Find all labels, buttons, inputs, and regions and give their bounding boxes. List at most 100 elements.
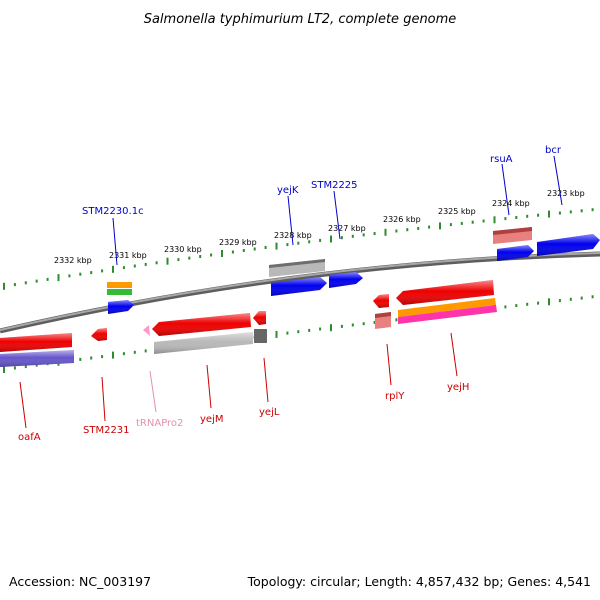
feature-yejH-orange[interactable] bbox=[398, 298, 496, 317]
bottom-minor-tick bbox=[395, 318, 398, 322]
scale-ticks-bottom bbox=[3, 295, 594, 373]
top-major-tick bbox=[221, 250, 223, 257]
top-minor-tick bbox=[79, 272, 82, 276]
feature-STM2230.1c[interactable] bbox=[108, 300, 134, 314]
bottom-minor-tick bbox=[79, 357, 82, 361]
bottom-minor-tick bbox=[569, 297, 572, 301]
bottom-major-tick bbox=[330, 324, 332, 332]
gene-label-oafA[interactable]: oafA bbox=[18, 432, 41, 443]
top-minor-tick bbox=[133, 264, 136, 268]
top-minor-tick bbox=[591, 208, 594, 212]
top-minor-tick bbox=[580, 209, 583, 213]
gene-label-yejM[interactable]: yejM bbox=[200, 414, 223, 425]
bottom-minor-tick bbox=[286, 331, 289, 335]
bottom-major-tick bbox=[275, 330, 278, 338]
top-minor-tick bbox=[406, 228, 409, 232]
top-minor-tick bbox=[46, 277, 49, 281]
top-minor-tick bbox=[417, 226, 420, 230]
feature-rplY-gene[interactable] bbox=[375, 312, 391, 329]
topology-text: Topology: circular; Length: 4,857,432 bp… bbox=[247, 574, 591, 589]
top-minor-tick bbox=[471, 220, 474, 224]
bottom-major-tick bbox=[112, 351, 114, 359]
top-minor-tick bbox=[253, 247, 256, 251]
feature-STM2231[interactable] bbox=[91, 328, 107, 341]
bottom-minor-tick bbox=[504, 305, 507, 309]
feature-tRNAPro2[interactable] bbox=[143, 325, 150, 336]
top-minor-tick bbox=[177, 258, 180, 262]
gene-label-tRNAPro2[interactable]: tRNAPro2 bbox=[136, 418, 183, 429]
gene-label-yejH[interactable]: yejH bbox=[447, 382, 469, 393]
top-minor-tick bbox=[264, 246, 267, 249]
bottom-minor-tick bbox=[362, 322, 365, 326]
top-minor-tick bbox=[297, 241, 300, 245]
bottom-minor-tick bbox=[122, 352, 125, 356]
feature-oafA-region[interactable] bbox=[0, 350, 74, 367]
feature-bcr[interactable] bbox=[537, 234, 600, 256]
features-bottom bbox=[0, 280, 497, 367]
tick-label-2331: 2331 kbp bbox=[109, 251, 147, 260]
top-minor-tick bbox=[90, 271, 93, 275]
top-minor-tick bbox=[35, 279, 38, 283]
bottom-minor-tick bbox=[526, 302, 529, 306]
top-minor-tick bbox=[68, 274, 71, 278]
tick-label-2325: 2325 kbp bbox=[438, 207, 476, 216]
tick-label-2328: 2328 kbp bbox=[274, 231, 312, 240]
gene-label-yejL[interactable]: yejL bbox=[259, 407, 280, 418]
gene-label-STM2230.1c[interactable]: STM2230.1c bbox=[82, 206, 144, 217]
top-major-tick bbox=[330, 235, 332, 243]
gene-label-rplY[interactable]: rplY bbox=[385, 391, 405, 402]
feature-yejH-magenta[interactable] bbox=[398, 305, 497, 324]
feature-yejH[interactable] bbox=[396, 280, 494, 305]
bottom-minor-tick bbox=[35, 363, 38, 367]
map-title: Salmonella typhimurium LT2, complete gen… bbox=[144, 12, 457, 27]
bottom-minor-tick bbox=[340, 324, 343, 328]
feature-yejK[interactable] bbox=[271, 277, 327, 296]
bottom-minor-tick bbox=[24, 365, 27, 369]
top-minor-tick bbox=[449, 223, 452, 227]
top-minor-tick bbox=[24, 281, 27, 285]
feature-rplY[interactable] bbox=[373, 294, 389, 308]
feature-yejL[interactable] bbox=[253, 311, 266, 325]
top-minor-tick bbox=[515, 216, 518, 219]
feature-STM2230.1c-orange[interactable] bbox=[107, 282, 132, 288]
feature-yejM-gene[interactable] bbox=[154, 332, 253, 354]
labels-top: bcr rsuA STM2225 yejK STM2230.1c bbox=[82, 145, 563, 266]
feature-yejK-gene[interactable] bbox=[269, 259, 325, 277]
tick-label-2329: 2329 kbp bbox=[219, 238, 257, 247]
top-minor-tick bbox=[231, 250, 234, 254]
gene-label-yejK[interactable]: yejK bbox=[277, 185, 299, 196]
tick-label-2332: 2332 kbp bbox=[54, 256, 92, 265]
top-minor-tick bbox=[362, 233, 365, 237]
bottom-minor-tick bbox=[144, 349, 147, 353]
gene-label-bcr[interactable]: bcr bbox=[545, 145, 562, 156]
tick-label-2323: 2323 kbp bbox=[547, 189, 585, 198]
top-minor-tick bbox=[526, 214, 529, 218]
gene-label-rsuA[interactable]: rsuA bbox=[490, 154, 513, 165]
top-major-tick bbox=[548, 210, 550, 218]
tick-label-2327: 2327 kbp bbox=[328, 224, 366, 233]
top-minor-tick bbox=[122, 266, 125, 270]
top-minor-tick bbox=[319, 238, 322, 242]
feature-STM2230.1c-green[interactable] bbox=[107, 289, 132, 295]
gene-label-STM2225[interactable]: STM2225 bbox=[311, 180, 358, 191]
bottom-minor-tick bbox=[515, 304, 518, 308]
gene-label-STM2231[interactable]: STM2231 bbox=[83, 425, 130, 436]
bottom-minor-tick bbox=[133, 350, 136, 354]
accession-text: Accession: NC_003197 bbox=[9, 574, 151, 589]
top-minor-tick bbox=[428, 225, 431, 229]
bottom-major-tick bbox=[548, 298, 550, 306]
tick-label-2326: 2326 kbp bbox=[383, 215, 421, 224]
top-major-tick bbox=[166, 257, 169, 265]
feature-STM2225[interactable] bbox=[329, 272, 363, 288]
top-minor-tick bbox=[340, 236, 343, 240]
top-major-tick bbox=[112, 265, 114, 273]
bottom-minor-tick bbox=[591, 295, 594, 299]
feature-yejM[interactable] bbox=[152, 313, 251, 336]
feature-yejL-gene[interactable] bbox=[254, 329, 267, 343]
bottom-major-tick bbox=[3, 366, 5, 373]
top-minor-tick bbox=[242, 249, 245, 252]
feature-oafA[interactable] bbox=[0, 333, 72, 352]
feature-rsuA[interactable] bbox=[493, 227, 532, 244]
feature-rsuA-cds[interactable] bbox=[497, 245, 534, 261]
bottom-minor-tick bbox=[308, 328, 311, 332]
